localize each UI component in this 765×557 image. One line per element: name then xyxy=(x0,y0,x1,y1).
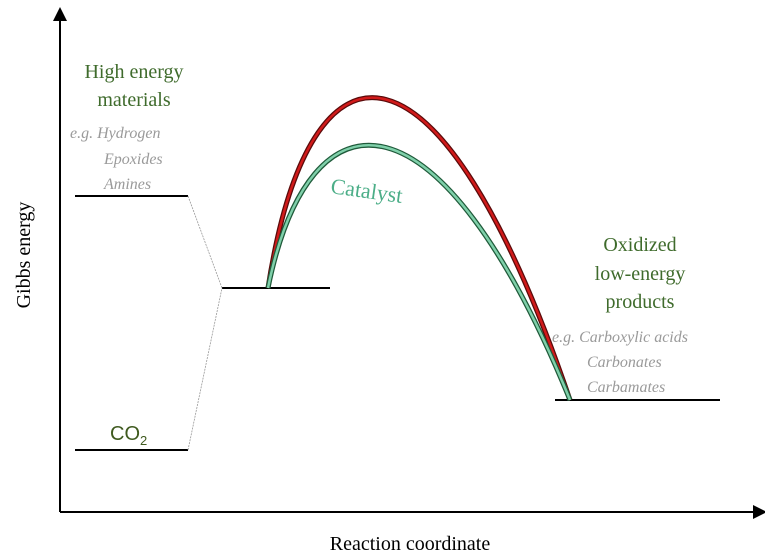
catalyzed-curve-highlight xyxy=(266,143,572,401)
x-axis-label: Reaction coordinate xyxy=(330,533,491,555)
connector xyxy=(187,195,223,289)
uncatalyzed-curve-highlight xyxy=(266,96,572,401)
co2-subscript: 2 xyxy=(140,433,147,448)
product-title: products xyxy=(606,291,675,313)
catalyzed-curve xyxy=(265,142,573,401)
catalyst-label: Catalyst xyxy=(329,173,404,208)
co2-label: CO2 xyxy=(110,423,147,448)
reactant-example: e.g. Hydrogen xyxy=(70,125,161,142)
reactant-title: materials xyxy=(97,89,171,111)
reactant-example: Amines xyxy=(103,176,151,193)
product-example: Carbonates xyxy=(587,354,662,371)
co2-text: CO xyxy=(110,423,140,445)
uncatalyzed-curve xyxy=(265,95,573,401)
connector xyxy=(187,287,223,451)
product-example: Carbamates xyxy=(587,379,665,396)
product-title: low-energy xyxy=(595,263,686,285)
product-title: Oxidized xyxy=(603,234,676,256)
y-axis-label: Gibbs energy xyxy=(13,202,35,309)
reactant-title: High energy xyxy=(84,61,183,83)
product-example: e.g. Carboxylic acids xyxy=(552,329,688,346)
reactant-example: Epoxides xyxy=(103,151,163,168)
